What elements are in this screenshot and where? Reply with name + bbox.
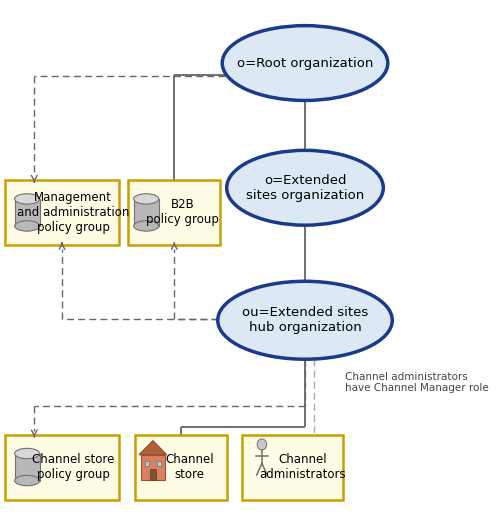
FancyBboxPatch shape [149, 469, 156, 479]
Polygon shape [139, 441, 166, 455]
FancyBboxPatch shape [141, 455, 164, 479]
Ellipse shape [227, 151, 383, 225]
FancyBboxPatch shape [5, 435, 119, 500]
Text: Management
and administration
policy group: Management and administration policy gro… [17, 191, 129, 234]
Ellipse shape [134, 221, 159, 231]
Text: Channel store
policy group: Channel store policy group [32, 453, 114, 481]
FancyBboxPatch shape [128, 180, 220, 245]
Ellipse shape [218, 281, 392, 359]
FancyBboxPatch shape [145, 462, 148, 466]
Ellipse shape [15, 221, 40, 231]
FancyBboxPatch shape [242, 435, 343, 500]
Text: Channel
store: Channel store [165, 453, 214, 481]
FancyBboxPatch shape [134, 199, 159, 226]
Text: ou=Extended sites
hub organization: ou=Extended sites hub organization [242, 306, 368, 334]
Ellipse shape [15, 194, 40, 204]
FancyBboxPatch shape [15, 199, 40, 226]
Ellipse shape [134, 194, 159, 204]
Text: o=Root organization: o=Root organization [237, 57, 373, 69]
Circle shape [257, 439, 267, 450]
FancyBboxPatch shape [15, 454, 40, 480]
FancyBboxPatch shape [135, 435, 227, 500]
Ellipse shape [15, 475, 40, 486]
Ellipse shape [15, 449, 40, 458]
Text: B2B
policy group: B2B policy group [146, 199, 219, 227]
Text: o=Extended
sites organization: o=Extended sites organization [246, 174, 364, 202]
Ellipse shape [222, 26, 388, 101]
Text: Channel
administrators: Channel administrators [259, 453, 346, 481]
FancyBboxPatch shape [157, 462, 161, 466]
FancyBboxPatch shape [5, 180, 119, 245]
Text: Channel administrators
have Channel Manager role: Channel administrators have Channel Mana… [345, 372, 489, 393]
